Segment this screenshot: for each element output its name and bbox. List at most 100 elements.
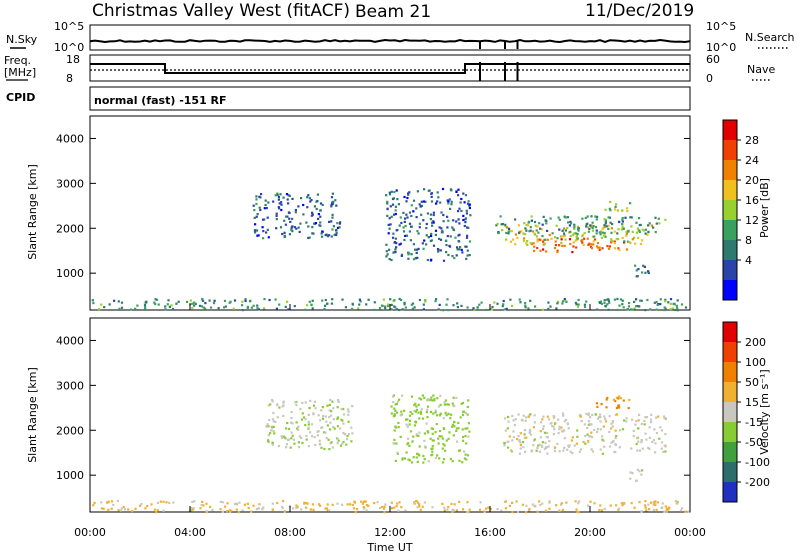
data-cell bbox=[623, 419, 626, 422]
data-cell bbox=[580, 420, 583, 423]
data-cell bbox=[554, 422, 557, 425]
data-cell bbox=[320, 409, 323, 412]
data-cell bbox=[545, 222, 548, 225]
data-cell bbox=[272, 200, 275, 203]
data-cell bbox=[383, 511, 386, 514]
data-cell bbox=[332, 225, 335, 228]
data-cell bbox=[403, 409, 406, 412]
data-cell bbox=[527, 224, 530, 227]
data-cell bbox=[680, 303, 684, 306]
data-cell bbox=[400, 298, 403, 302]
data-cell bbox=[331, 503, 334, 506]
data-cell bbox=[446, 508, 449, 511]
data-cell bbox=[393, 305, 396, 308]
data-cell bbox=[404, 234, 407, 237]
data-cell bbox=[324, 304, 327, 307]
data-cell bbox=[645, 509, 648, 512]
data-cell bbox=[571, 234, 575, 237]
data-cell bbox=[586, 426, 589, 430]
data-cell bbox=[496, 508, 499, 511]
data-cell bbox=[523, 233, 527, 236]
data-cell bbox=[655, 308, 658, 311]
data-cell bbox=[458, 449, 462, 452]
data-cell bbox=[563, 429, 566, 432]
data-cell bbox=[581, 235, 584, 238]
data-cell bbox=[376, 501, 379, 504]
data-cell bbox=[528, 230, 531, 233]
data-cell bbox=[489, 308, 492, 311]
data-cell bbox=[649, 421, 653, 424]
data-cell bbox=[144, 306, 147, 309]
data-cell bbox=[395, 442, 398, 445]
data-cell bbox=[263, 307, 266, 310]
data-cell bbox=[266, 423, 269, 426]
data-cell bbox=[524, 304, 527, 307]
data-cell bbox=[553, 428, 556, 431]
data-cell bbox=[556, 249, 559, 252]
data-cell bbox=[463, 224, 466, 228]
data-cell bbox=[385, 250, 388, 253]
data-cell bbox=[518, 439, 521, 442]
data-cell bbox=[613, 247, 616, 250]
data-cell bbox=[586, 226, 590, 229]
data-cell bbox=[157, 303, 160, 306]
data-cell bbox=[451, 510, 454, 513]
data-cell bbox=[127, 508, 130, 511]
data-cell bbox=[342, 432, 345, 435]
data-cell bbox=[621, 303, 624, 306]
data-cell bbox=[415, 456, 418, 459]
data-cell bbox=[529, 229, 532, 232]
data-cell bbox=[469, 214, 472, 217]
data-cell bbox=[408, 414, 412, 417]
data-cell bbox=[508, 227, 511, 230]
data-cell bbox=[304, 424, 307, 427]
data-cell bbox=[534, 224, 537, 227]
data-cell bbox=[252, 304, 255, 307]
data-cell bbox=[601, 452, 604, 455]
data-cell bbox=[287, 202, 290, 205]
data-cell bbox=[153, 508, 156, 511]
data-cell bbox=[558, 428, 561, 431]
data-cell bbox=[443, 509, 446, 512]
data-cell bbox=[221, 510, 224, 513]
data-cell bbox=[638, 224, 641, 227]
data-cell bbox=[418, 505, 421, 508]
data-cell bbox=[545, 435, 548, 439]
data-cell bbox=[594, 215, 597, 218]
data-cell bbox=[668, 506, 671, 509]
data-cell bbox=[592, 240, 595, 243]
data-cell bbox=[418, 222, 421, 225]
data-cell bbox=[687, 510, 690, 513]
data-cell bbox=[304, 401, 307, 404]
data-cell bbox=[443, 403, 446, 406]
data-cell bbox=[408, 459, 411, 462]
data-cell bbox=[627, 230, 630, 233]
data-cell bbox=[295, 506, 298, 510]
data-cell bbox=[399, 414, 402, 417]
data-cell bbox=[255, 198, 258, 201]
data-cell bbox=[423, 396, 426, 399]
data-cell bbox=[198, 304, 202, 307]
data-cell bbox=[263, 298, 266, 301]
data-cell bbox=[413, 424, 416, 427]
data-cell bbox=[422, 219, 425, 222]
data-cell bbox=[466, 511, 469, 514]
data-cell bbox=[647, 446, 650, 449]
data-cell bbox=[323, 308, 326, 311]
data-cell bbox=[614, 399, 617, 403]
data-cell bbox=[620, 228, 623, 231]
data-cell bbox=[365, 303, 368, 306]
data-cell bbox=[283, 510, 286, 513]
data-cell bbox=[426, 430, 429, 433]
data-cell bbox=[512, 430, 515, 433]
data-cell bbox=[500, 223, 503, 226]
data-cell bbox=[418, 445, 421, 448]
data-cell bbox=[623, 240, 626, 243]
data-cell bbox=[217, 307, 220, 310]
data-cell bbox=[434, 300, 437, 303]
data-cell bbox=[294, 401, 297, 404]
data-cell bbox=[618, 406, 621, 409]
data-cell bbox=[523, 222, 526, 225]
data-cell bbox=[613, 208, 617, 211]
data-cell bbox=[405, 423, 408, 426]
